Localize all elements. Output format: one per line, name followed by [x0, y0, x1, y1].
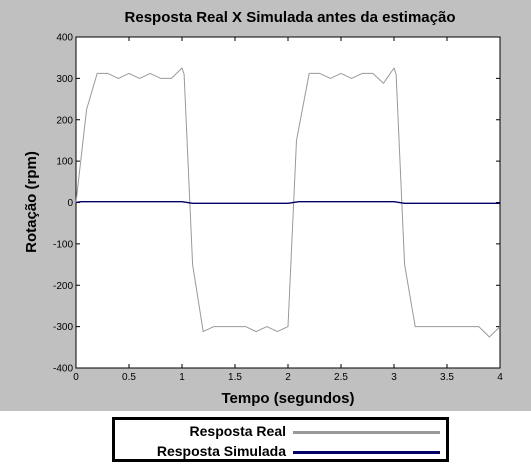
x-tick-label: 0 [73, 372, 79, 383]
x-tick-label: 1 [179, 372, 185, 383]
legend: Resposta Real Resposta Simulada [112, 417, 449, 462]
plot-area [75, 36, 501, 369]
series-line-real [75, 67, 501, 338]
y-tick-label: 300 [56, 74, 73, 85]
y-tick-label: 100 [56, 157, 73, 168]
y-tick-label: -300 [53, 322, 73, 333]
legend-swatch-simulada [293, 451, 440, 454]
x-tick-label: 3.5 [440, 372, 454, 383]
x-tick-label: 4 [497, 372, 503, 383]
legend-entry-simulada: Resposta Simulada [115, 442, 446, 462]
axis-ticks: 0 0.5 1 1.5 2 2.5 3 3.5 4 -400 -300 -200 -100 0 100 200… [53, 33, 503, 384]
y-tick-label: -200 [53, 281, 73, 292]
legend-label-simulada: Resposta Simulada [156, 443, 286, 459]
x-tick-label: 2.5 [334, 372, 348, 383]
legend-label-real: Resposta Real [189, 423, 286, 439]
x-tick-label: 0.5 [122, 372, 136, 383]
series-group [75, 67, 501, 338]
legend-entry-real: Resposta Real [115, 422, 446, 442]
line-chart: Resposta Real X Simulada antes da estima… [23, 9, 503, 407]
x-tick-label: 3 [391, 372, 397, 383]
y-axis-label: Rotação (rpm) [23, 151, 40, 253]
y-tick-label: 200 [56, 115, 73, 126]
y-tick-label: 400 [56, 33, 73, 44]
x-tick-label: 2 [285, 372, 291, 383]
legend-swatch-real [293, 431, 440, 434]
chart-title: Resposta Real X Simulada antes da estima… [125, 9, 456, 26]
x-axis-label: Tempo (segundos) [221, 390, 354, 407]
y-tick-label: -400 [53, 364, 73, 375]
y-tick-label: 0 [67, 198, 73, 209]
y-tick-label: -100 [53, 239, 73, 250]
x-tick-label: 1.5 [228, 372, 242, 383]
series-line-simulada [75, 200, 500, 205]
